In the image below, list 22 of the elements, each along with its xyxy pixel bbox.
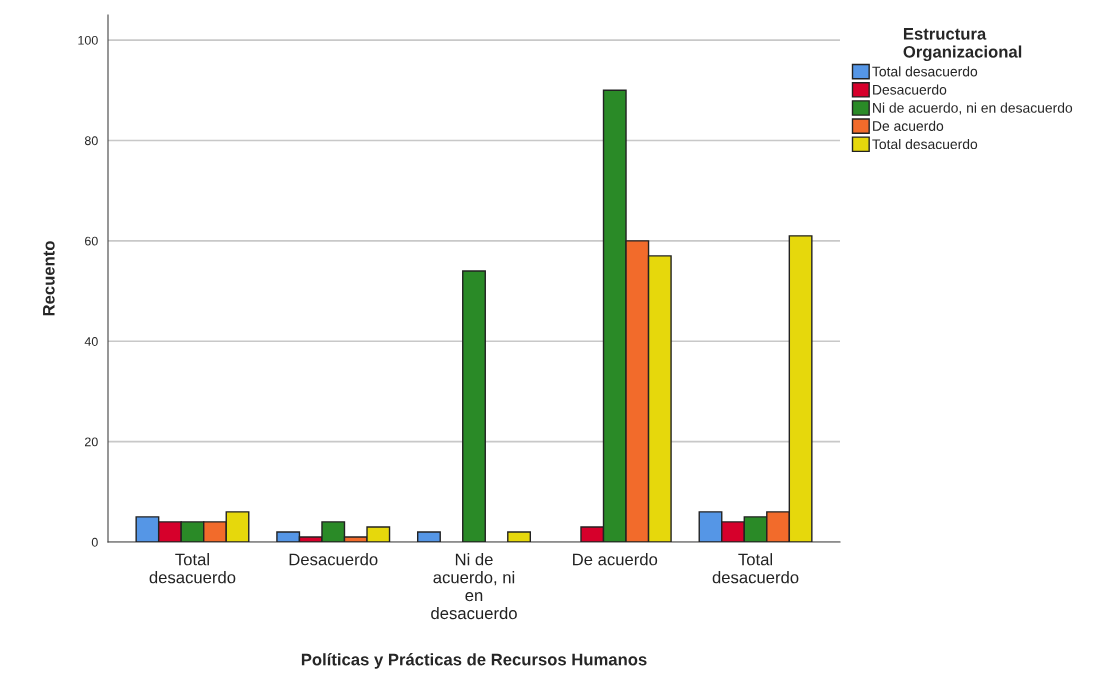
y-tick-label: 0 [91, 537, 98, 547]
x-tick-label: Ni de acuerdo, ni en desacuerdo [431, 553, 517, 620]
x-tick-label: Desacuerdo [289, 553, 378, 566]
y-tick-label: 60 [85, 236, 98, 246]
legend-title: Estructura Organizacional [903, 28, 1022, 62]
legend-label: Total desacuerdo [872, 66, 978, 77]
legend-label: De acuerdo [873, 120, 944, 131]
y-tick-label: 20 [85, 437, 98, 447]
legend-label: Desacuerdo [873, 84, 947, 95]
legend-label: Ni de acuerdo, ni en desacuerdo [873, 102, 1073, 115]
y-tick-label: 100 [78, 35, 98, 45]
y-tick-label: 40 [84, 337, 98, 346]
bar [507, 531, 532, 542]
bar [416, 531, 441, 542]
x-tick-label: Total desacuerdo [149, 553, 236, 584]
y-axis-title: Recuento [43, 241, 55, 316]
x-axis-title: Políticas y Prácticas de Recursos Humanos [301, 653, 647, 669]
y-tick-label: 80 [84, 136, 98, 146]
bar [462, 270, 486, 542]
x-tick-label: Total desacuerdo [712, 553, 799, 584]
x-tick-label: De acuerdo [573, 553, 658, 566]
legend-label: Total desacuerdo [872, 138, 978, 150]
